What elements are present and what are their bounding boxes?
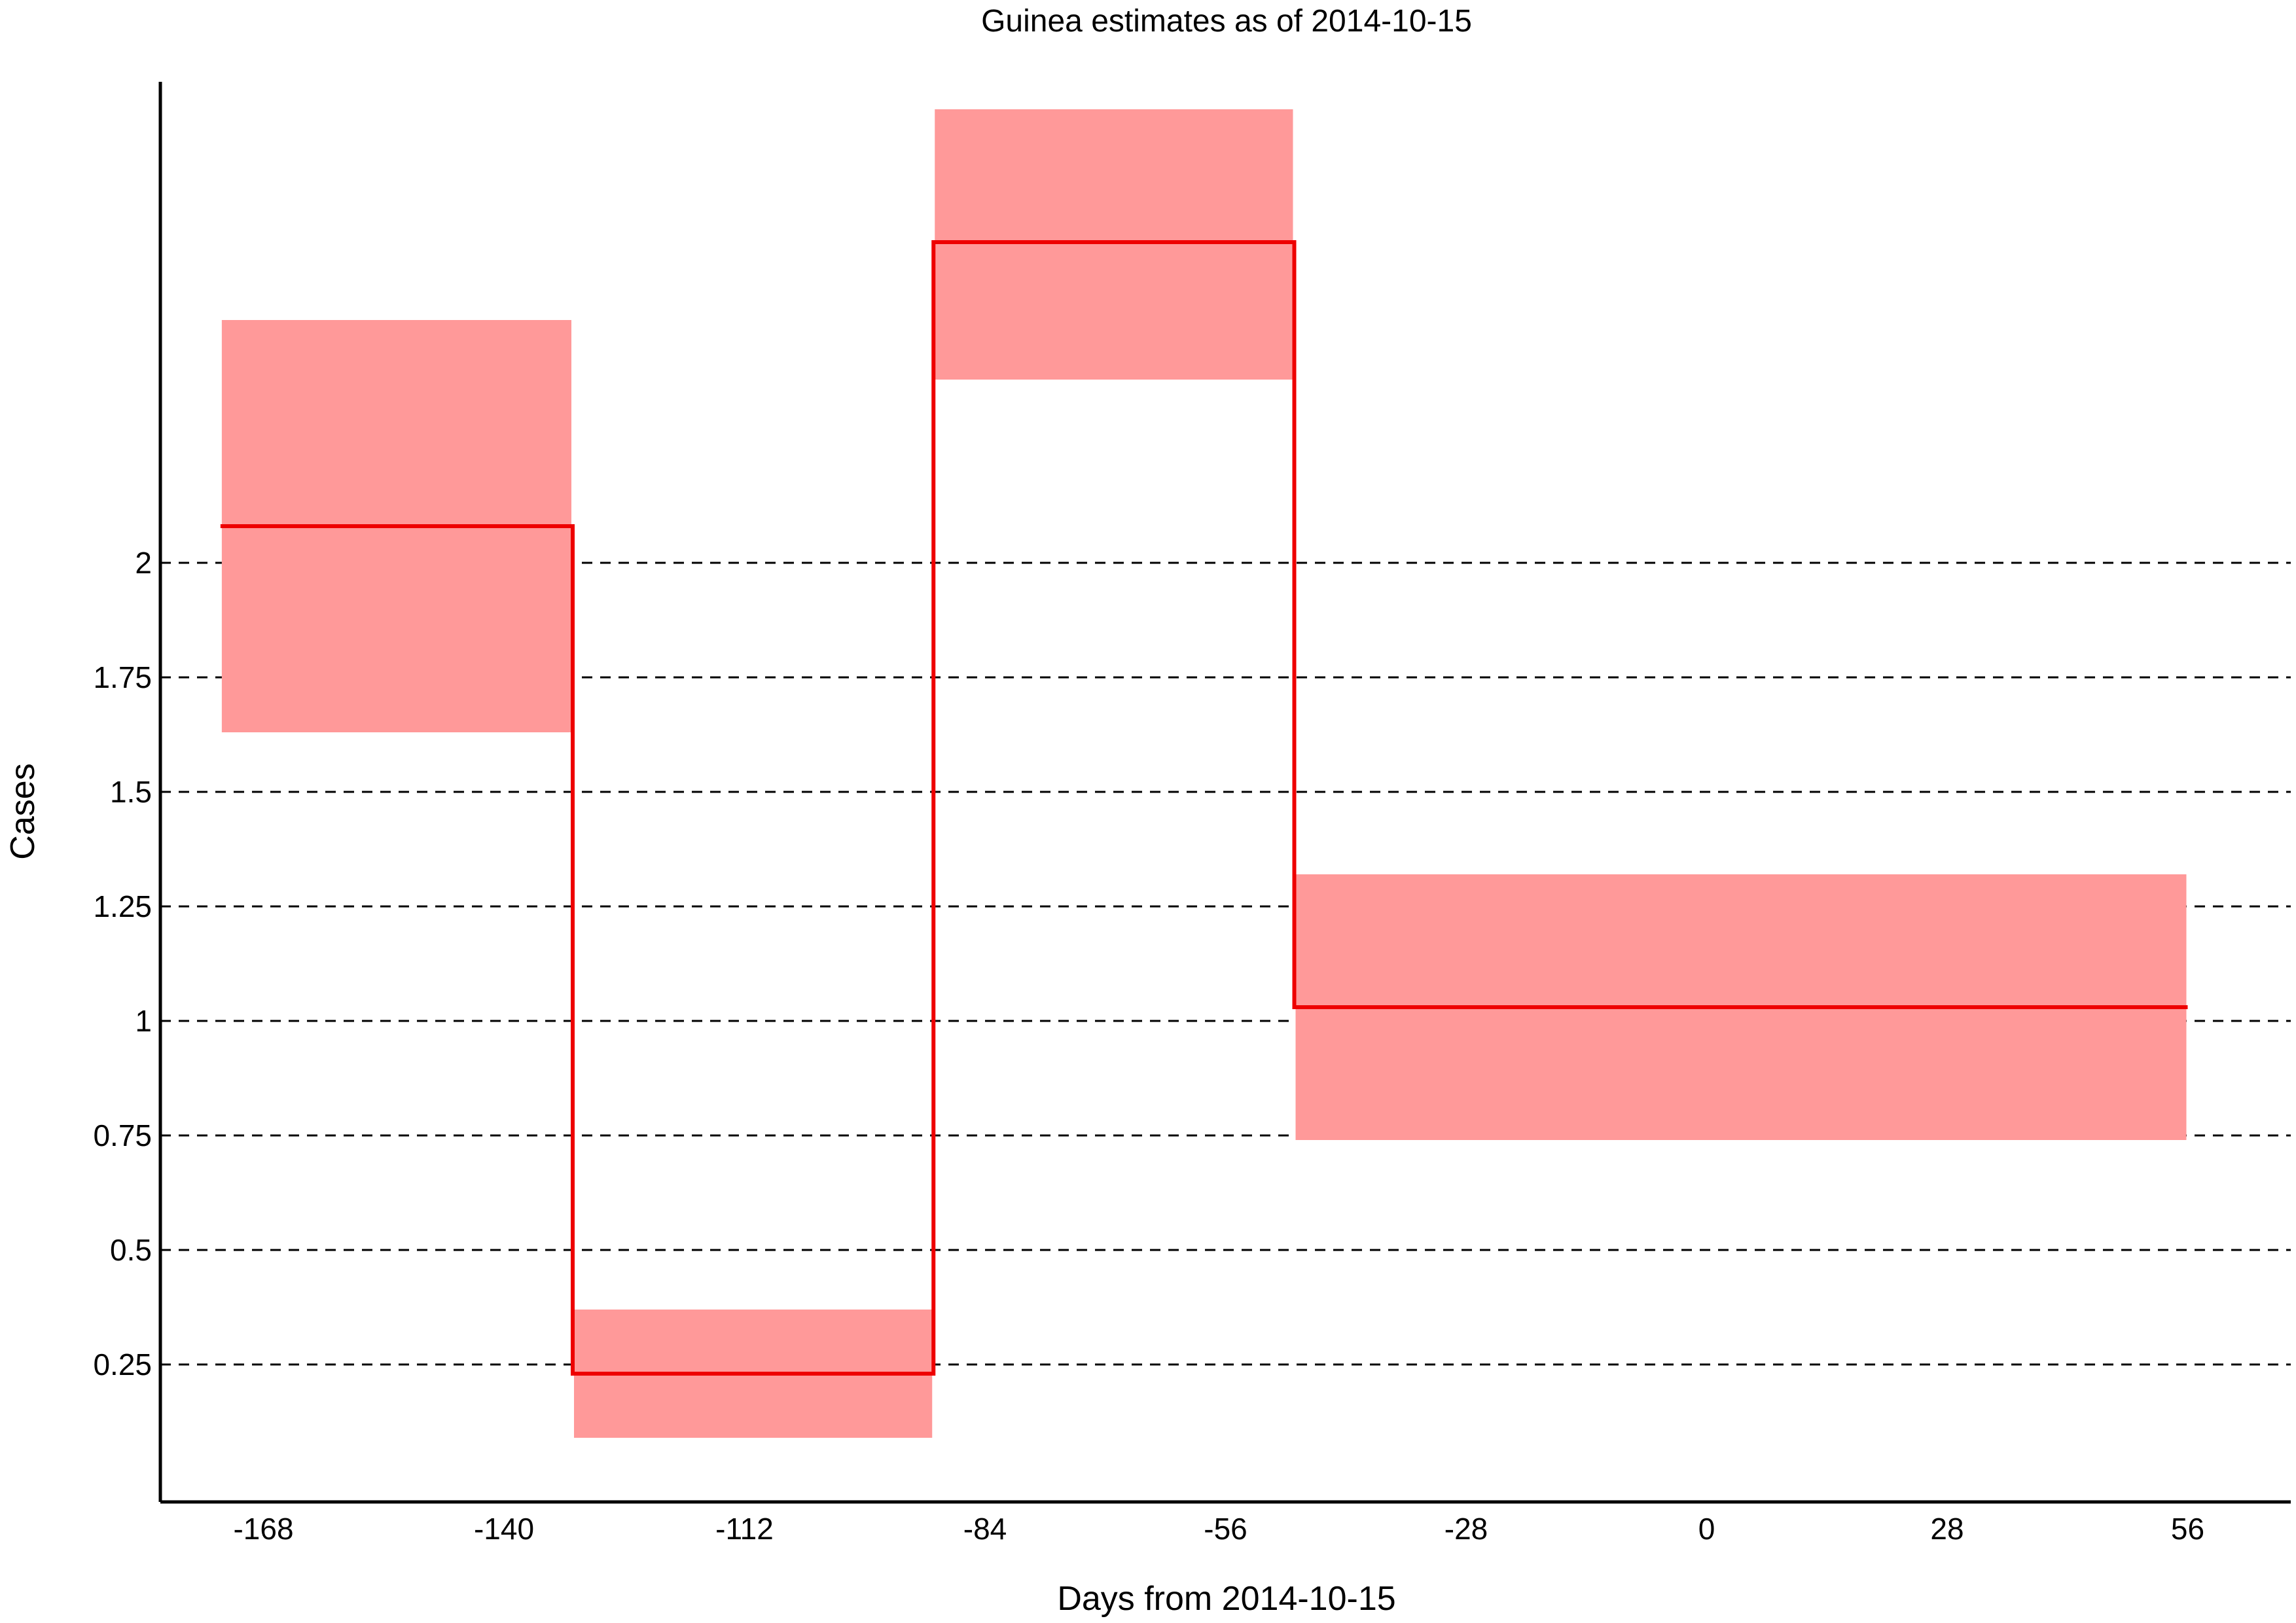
x-tick-label: 28 xyxy=(1930,1512,1964,1546)
confidence-bands xyxy=(221,109,2187,1438)
confidence-band xyxy=(935,109,1293,380)
y-axis-label: Cases xyxy=(4,763,42,859)
y-tick-label: 1.25 xyxy=(93,889,152,923)
x-tick-label: -140 xyxy=(474,1512,534,1546)
x-tick-labels: -168 -140 -112 -84 -56 -28 0 28 56 xyxy=(233,1512,2204,1546)
y-tick-label: 1.5 xyxy=(110,775,152,809)
y-tick-label: 2 xyxy=(135,546,152,580)
y-tick-label: 1.75 xyxy=(93,660,152,694)
x-axis-label: Days from 2014-10-15 xyxy=(1057,1580,1395,1618)
y-tick-label: 0.5 xyxy=(110,1233,152,1267)
x-tick-label: -168 xyxy=(233,1512,293,1546)
chart-title: Guinea estimates as of 2014-10-15 xyxy=(981,4,1472,39)
x-tick-label: 56 xyxy=(2171,1512,2204,1546)
x-tick-label: -112 xyxy=(715,1512,774,1546)
axes xyxy=(158,82,2291,1504)
estimate-step-line xyxy=(220,240,2188,1376)
estimate-line xyxy=(220,240,2188,1376)
y-tick-label: 0.25 xyxy=(93,1347,152,1382)
x-tick-label: 0 xyxy=(1698,1512,1715,1546)
y-tick-label: 0.75 xyxy=(93,1118,152,1152)
x-tick-label: -56 xyxy=(1204,1512,1247,1546)
y-tick-label: 1 xyxy=(135,1004,152,1038)
x-tick-label: -84 xyxy=(963,1512,1007,1546)
y-tick-labels: 0.25 0.5 0.75 1 1.25 1.5 1.75 2 xyxy=(93,546,152,1382)
x-tick-label: -28 xyxy=(1444,1512,1488,1546)
